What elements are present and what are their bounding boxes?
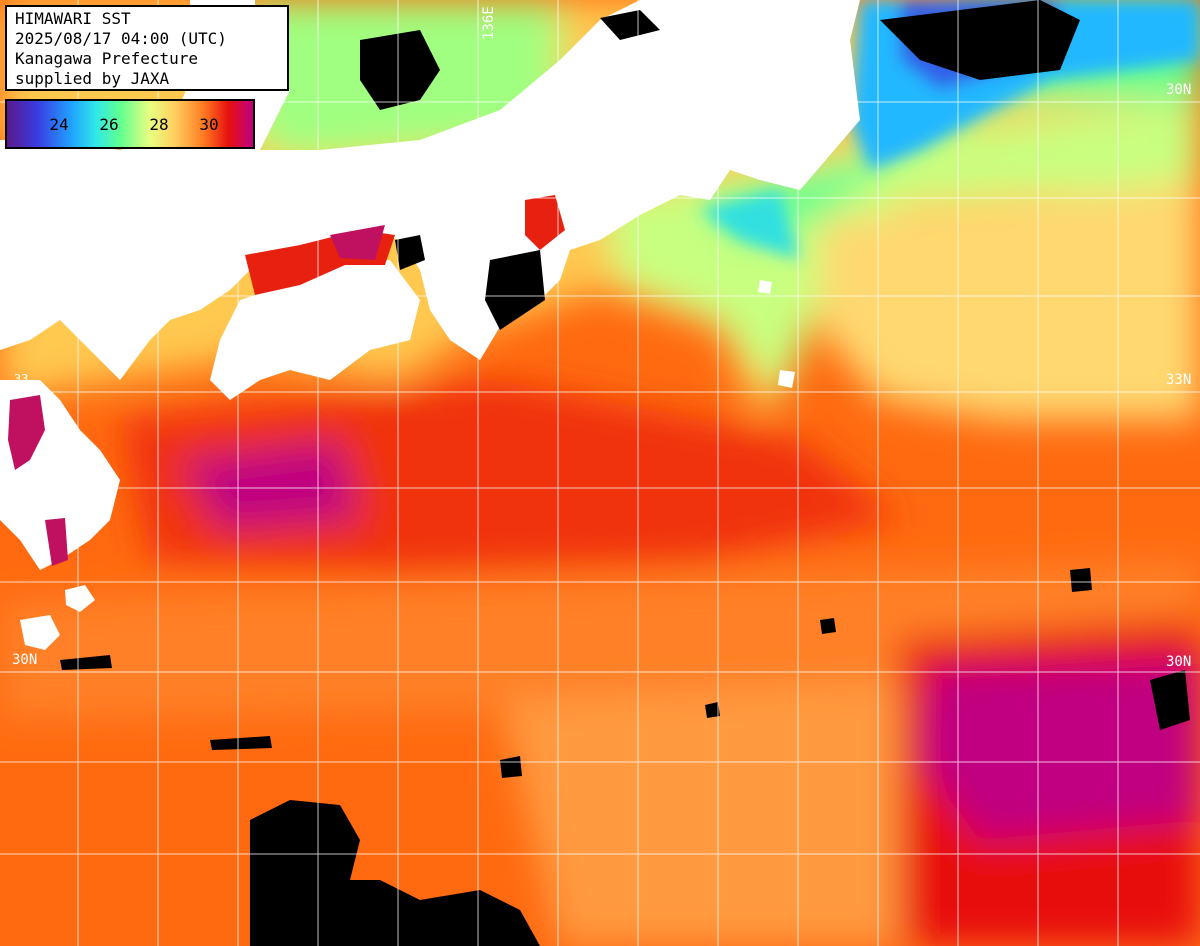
longitude-label: 136E [481, 6, 497, 40]
info-box: HIMAWARI SST 2025/08/17 04:00 (UTC) Kana… [5, 5, 289, 91]
latitude-label-ne: 30N [1166, 82, 1192, 98]
legend-tick-30: 30 [199, 115, 219, 134]
temperature-legend: 24 26 28 30 [5, 99, 255, 149]
credit-label: supplied by JAXA [15, 69, 170, 88]
latitude-label-30n-west: 30N [12, 652, 38, 668]
latitude-label-33-west: 33 [14, 372, 29, 386]
latitude-label-33n: 33N [1166, 372, 1192, 388]
latitude-label-30n-east: 30N [1166, 654, 1192, 670]
cloud-mask [60, 0, 1190, 946]
inner-sea-warm [8, 195, 565, 566]
region-label: Kanagawa Prefecture [15, 49, 199, 68]
legend-tick-28: 28 [149, 115, 169, 134]
map-title: HIMAWARI SST [15, 9, 131, 28]
legend-tick-26: 26 [99, 115, 119, 134]
land-mass [0, 0, 860, 650]
legend-tick-24: 24 [49, 115, 69, 134]
timestamp: 2025/08/17 04:00 (UTC) [15, 29, 227, 48]
